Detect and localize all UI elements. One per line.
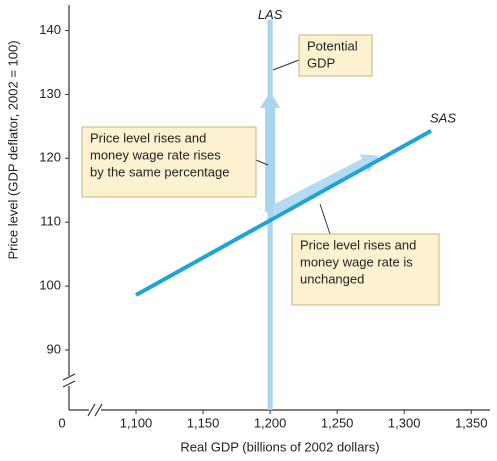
- annotation-box: [291, 233, 440, 306]
- x-axis-label: Real GDP (billions of 2002 dollars): [180, 439, 379, 454]
- annotation-text: Potential: [307, 38, 358, 53]
- annotation-pointer: [272, 59, 300, 71]
- y-tick-label: 130: [39, 86, 61, 101]
- annotation-text: Price level rises and: [90, 130, 206, 145]
- curve-label: LAS: [258, 7, 283, 22]
- annotation-pointer: [319, 203, 331, 235]
- y-tick-label: 140: [39, 22, 61, 37]
- annotation-text: unchanged: [300, 271, 364, 286]
- annotation-text: by the same percentage: [90, 164, 229, 179]
- x-tick-label: 1,100: [120, 415, 153, 430]
- y-tick-label: 100: [39, 278, 61, 293]
- curve: [135, 129, 432, 297]
- origin-label: 0: [58, 415, 65, 430]
- axis-break: [87, 403, 96, 417]
- y-axis-label: Price level (GDP deflator, 2002 = 100): [5, 40, 20, 259]
- x-tick-label: 1,300: [388, 415, 421, 430]
- annotation-text: Price level rises and: [300, 237, 416, 252]
- x-tick-label: 1,150: [187, 415, 220, 430]
- axis-break: [89, 404, 101, 416]
- annotation-text: money wage rate rises: [90, 147, 221, 162]
- y-tick-label: 90: [47, 341, 61, 356]
- y-tick-label: 120: [39, 150, 61, 165]
- y-tick-label: 110: [40, 214, 61, 229]
- annotation-text: GDP: [307, 55, 335, 70]
- curve-label: SAS: [430, 110, 456, 125]
- axis-break: [62, 380, 76, 388]
- annotation-box: [81, 126, 257, 198]
- axis-break: [94, 403, 103, 417]
- annotation-box: [298, 34, 373, 77]
- axis-break: [62, 373, 76, 381]
- annotation-pointer: [255, 159, 269, 166]
- x-tick-label: 1,200: [254, 415, 287, 430]
- x-tick-label: 1,350: [455, 415, 488, 430]
- axis-break: [63, 376, 75, 386]
- x-tick-label: 1,250: [321, 415, 354, 430]
- annotation-text: money wage rate is: [300, 254, 413, 269]
- shift-arrow: [267, 154, 379, 217]
